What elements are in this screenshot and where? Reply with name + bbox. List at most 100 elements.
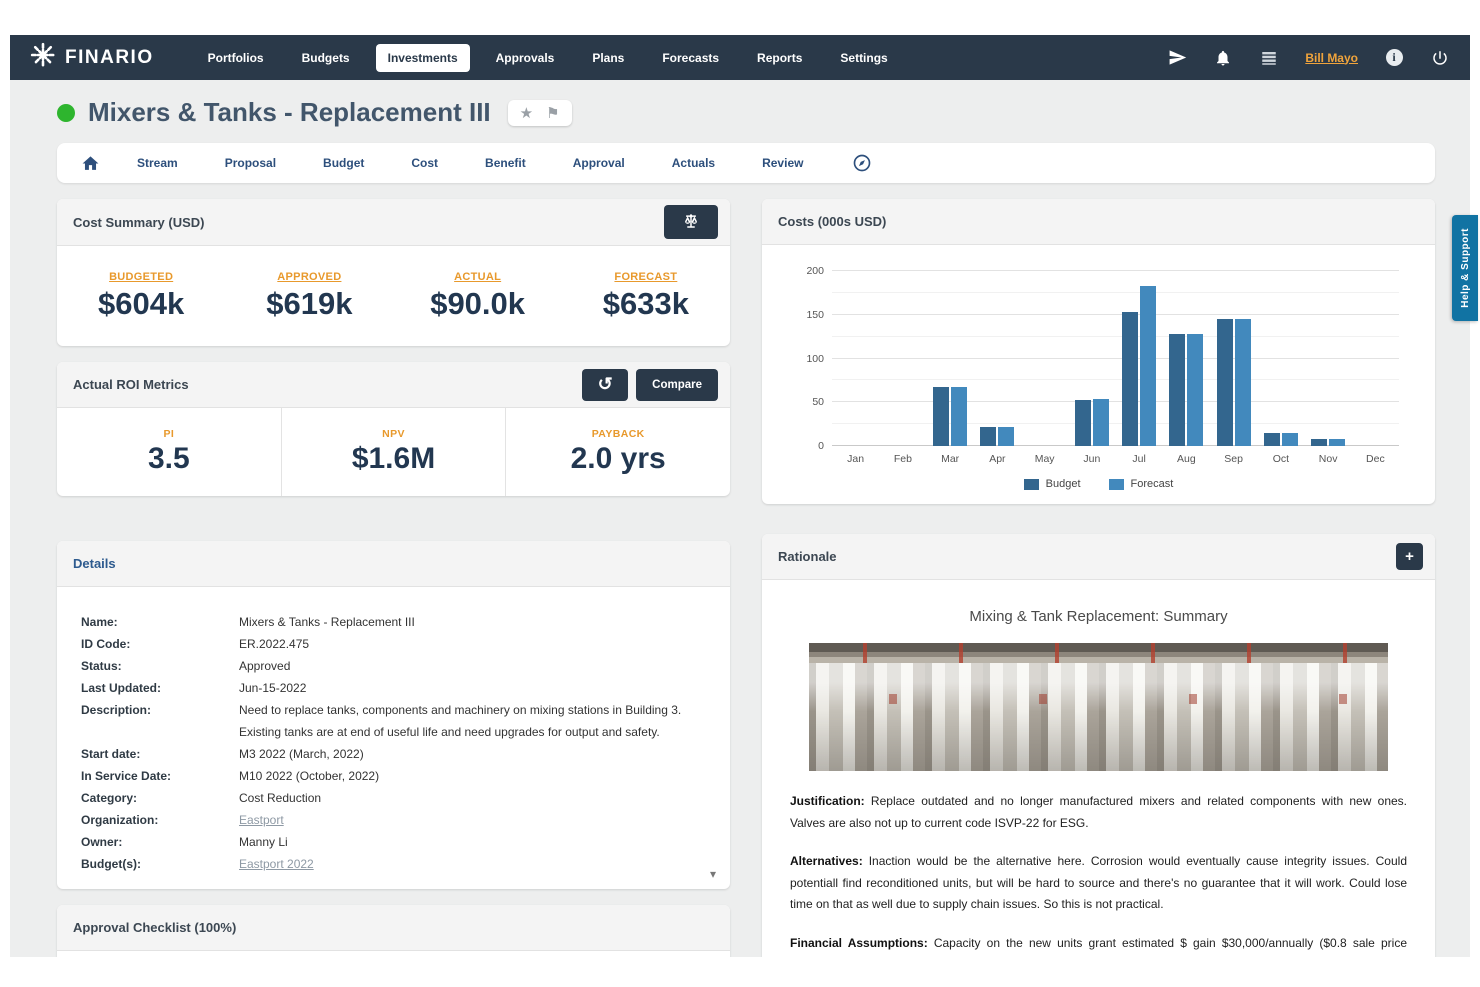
detail-row-status: Status: Approved: [81, 659, 291, 673]
nav-item-forecasts[interactable]: Forecasts: [662, 50, 720, 65]
power-icon[interactable]: [1430, 48, 1450, 68]
tab-approval[interactable]: Approval: [572, 156, 625, 170]
metric-value: $633k: [602, 285, 689, 321]
gridline: [832, 401, 1399, 403]
bar-group-may: [1028, 271, 1062, 446]
history-button[interactable]: ↺: [582, 368, 629, 401]
roi-card: Actual ROI Metrics ↺ Compare PI 3.5 NPV: [57, 362, 730, 496]
chart-legend: Budget Forecast: [772, 478, 1425, 490]
gridline: [832, 270, 1399, 271]
brand-logo[interactable]: FINARIO: [30, 42, 154, 73]
info-icon[interactable]: i: [1384, 48, 1404, 68]
metric-approved: APPROVED $619k: [225, 271, 393, 322]
organization-link[interactable]: Eastport: [239, 813, 284, 827]
nav-menu: Portfolios Budgets Investments Approvals…: [196, 43, 900, 72]
bar-budget-nov: [1311, 439, 1328, 446]
tab-review[interactable]: Review: [762, 156, 804, 170]
metric-value: $90.0k: [430, 285, 526, 321]
nav-item-settings[interactable]: Settings: [840, 50, 888, 65]
roi-title: Actual ROI Metrics: [73, 377, 189, 392]
nav-item-reports[interactable]: Reports: [757, 50, 803, 65]
help-support-label: Help & Support: [1459, 228, 1471, 308]
nav-right-actions: Bill Mayo i: [1167, 48, 1450, 68]
cost-summary-header: Cost Summary (USD): [57, 199, 730, 246]
bar-forecast-apr: [998, 426, 1015, 446]
status-dot: [57, 103, 75, 122]
metric-value: 2.0 yrs: [570, 442, 666, 475]
costs-chart-body: 0 50 100 150 200 Jan Feb Mar Apr May Jun Jul Aug Sep…: [762, 245, 1435, 504]
brand-name: FINARIO: [65, 46, 154, 68]
send-icon[interactable]: [1167, 48, 1187, 68]
detail-row-description: Description: Need to replace tanks, compo…: [81, 703, 682, 739]
bar-group-dec: [1358, 271, 1392, 446]
tab-proposal[interactable]: Proposal: [224, 156, 277, 170]
cost-summary-body: BUDGETED $604k APPROVED $619k ACTUAL $90…: [57, 246, 730, 346]
compass-icon[interactable]: [852, 153, 872, 173]
bar-forecast-jul: [1140, 285, 1157, 446]
detail-row-owner: Owner: Manny Li: [81, 835, 288, 849]
roi-body: PI 3.5 NPV $1.6M PAYBACK 2.0 yrs: [57, 408, 730, 496]
metric-label: BUDGETED: [109, 270, 174, 283]
cost-summary-card: Cost Summary (USD) BUDGETED $604k: [57, 199, 730, 346]
expand-button[interactable]: +: [1396, 543, 1423, 570]
detail-row-budgets: Budget(s): Eastport 2022: [81, 853, 710, 875]
home-icon[interactable]: [81, 154, 100, 173]
x-tick-label: Dec: [1366, 453, 1385, 465]
bar-forecast-nov: [1329, 439, 1346, 446]
legend-item-budget: Budget: [1023, 478, 1081, 490]
scale-button[interactable]: [664, 205, 718, 239]
nav-item-investments[interactable]: Investments: [375, 43, 470, 72]
scale-icon: [682, 212, 700, 233]
bar-forecast-aug: [1187, 334, 1204, 446]
nav-item-portfolios[interactable]: Portfolios: [207, 50, 264, 65]
y-tick-label: 150: [806, 308, 824, 321]
tab-actuals[interactable]: Actuals: [671, 156, 716, 170]
x-tick-label: Jun: [1083, 453, 1101, 465]
tab-benefit[interactable]: Benefit: [485, 156, 526, 170]
notifications-icon[interactable]: [1213, 48, 1233, 68]
details-card: Details Name: Mixers & Tanks - Replacemen…: [57, 541, 730, 889]
bar-forecast-jun: [1092, 398, 1109, 446]
bar-group-feb: [886, 271, 920, 446]
legend-item-forecast: Forecast: [1108, 478, 1173, 490]
y-tick-label: 200: [806, 265, 824, 277]
bar-series: [832, 271, 1399, 446]
help-support-tab[interactable]: Help & Support: [1452, 215, 1478, 321]
left-column: Cost Summary (USD) BUDGETED $604k: [57, 199, 730, 957]
metric-value: $1.6M: [351, 442, 436, 475]
approval-checklist-header: Approval Checklist (100%): [57, 905, 730, 951]
list-icon[interactable]: [1259, 48, 1279, 68]
tab-stream[interactable]: Stream: [137, 156, 178, 170]
detail-row-name: Name: Mixers & Tanks - Replacement III: [81, 615, 415, 629]
budget-link[interactable]: Eastport 2022: [239, 857, 314, 871]
detail-row-category: Category: Cost Reduction: [81, 791, 322, 805]
rationale-header: Rationale +: [762, 534, 1435, 580]
image-pipes-region: [808, 643, 1389, 664]
bar-budget-mar: [933, 387, 950, 446]
expand-icon: +: [1405, 548, 1414, 565]
x-tick-label: Apr: [989, 453, 1006, 465]
gridline: [832, 291, 1399, 293]
legend-swatch: [1108, 478, 1124, 490]
tab-budget[interactable]: Budget: [323, 156, 365, 170]
bar-budget-oct: [1263, 432, 1280, 446]
x-tick-label: Oct: [1272, 453, 1290, 465]
compare-button[interactable]: Compare: [636, 368, 718, 401]
roi-header: Actual ROI Metrics ↺ Compare: [57, 362, 730, 408]
nav-item-approvals[interactable]: Approvals: [495, 50, 555, 65]
star-icon[interactable]: ★: [519, 104, 534, 122]
roi-metric-payback: PAYBACK 2.0 yrs: [505, 408, 730, 496]
flag-icon[interactable]: ⚑: [546, 104, 560, 122]
chevron-down-icon[interactable]: ▾: [709, 867, 716, 881]
user-link[interactable]: Bill Mayo: [1305, 50, 1358, 65]
nav-item-budgets[interactable]: Budgets: [301, 50, 350, 65]
top-navbar: FINARIO Portfolios Budgets Investments A…: [10, 35, 1470, 80]
nav-item-plans[interactable]: Plans: [592, 50, 625, 65]
bar-forecast-oct: [1281, 432, 1298, 446]
tab-cost[interactable]: Cost: [411, 156, 439, 170]
page-title: Mixers & Tanks - Replacement III: [88, 97, 491, 127]
metric-value: 3.5: [147, 442, 190, 475]
justification-paragraph: Justification: Replace outdated and no l…: [790, 794, 1407, 830]
bar-group-apr: [980, 271, 1015, 446]
details-body: Name: Mixers & Tanks - Replacement III ID…: [57, 587, 730, 889]
